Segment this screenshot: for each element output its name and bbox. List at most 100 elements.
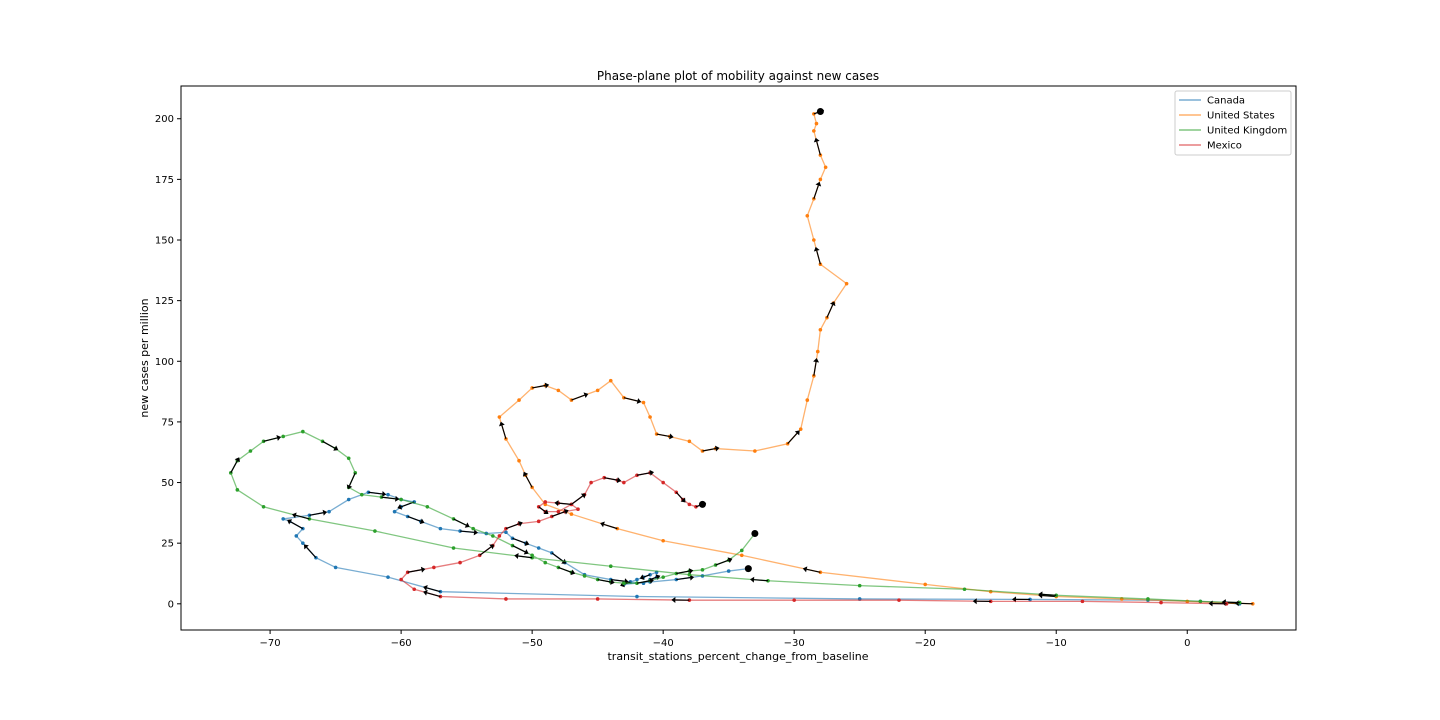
arrow-head (802, 566, 808, 573)
direction-arrow (597, 578, 611, 583)
arrow-head (473, 529, 479, 536)
direction-arrow (571, 495, 584, 505)
data-point (1198, 599, 1203, 604)
direction-arrow (636, 580, 651, 584)
direction-arrow (426, 592, 441, 598)
arrow-head (394, 495, 400, 502)
arrow-head (554, 500, 559, 507)
direction-arrow (610, 578, 625, 582)
series-united-kingdom (228, 429, 1242, 606)
data-point (792, 598, 796, 602)
x-tick-label: −30 (784, 638, 805, 649)
data-point (386, 492, 390, 497)
direction-arrow (538, 506, 546, 513)
arrow-head (688, 568, 694, 575)
legend-box (1174, 90, 1292, 156)
arrow-head (610, 579, 615, 585)
arrow-head (524, 540, 530, 546)
data-point (307, 517, 312, 521)
arrow-head (517, 520, 523, 527)
y-tick-label: 200 (155, 114, 174, 125)
arrow-head (420, 566, 426, 573)
data-point (641, 400, 646, 405)
direction-arrow (426, 587, 441, 593)
data-point (661, 538, 665, 543)
data-point (235, 488, 240, 492)
data-point (261, 439, 266, 444)
series-line (230, 430, 1240, 604)
data-point (818, 177, 823, 182)
arrow-head (815, 181, 822, 187)
y-tick-label: 100 (155, 357, 174, 368)
data-point (530, 553, 534, 558)
data-point (818, 327, 823, 332)
arrow-head (727, 557, 733, 563)
data-point (814, 121, 819, 126)
data-point (386, 575, 390, 579)
arrow-head (522, 471, 529, 477)
data-point (576, 507, 580, 512)
data-point (438, 526, 443, 531)
direction-arrow (551, 552, 564, 562)
data-point (608, 564, 613, 569)
data-point (281, 517, 285, 521)
arrow-head (489, 544, 495, 550)
arrow-head (972, 598, 977, 605)
data-point (497, 534, 502, 538)
arrow-head (680, 497, 686, 503)
direction-arrow (656, 433, 670, 438)
arrow-head (794, 430, 800, 436)
arrow-head (829, 301, 836, 307)
direction-arrow (558, 566, 572, 573)
series-mexico (399, 469, 1229, 607)
legend: Canada United States United Kingdom Mexico (1174, 90, 1292, 156)
direction-arrow (558, 502, 572, 505)
direction-arrow (512, 537, 526, 544)
data-point (360, 492, 364, 497)
arrow-head (1208, 600, 1213, 607)
data-point (805, 213, 810, 218)
legend-label: Mexico (1207, 141, 1242, 152)
y-tick-label: 0 (168, 599, 174, 610)
arrow-head (381, 490, 387, 497)
data-point (687, 572, 692, 577)
series-line (400, 472, 1227, 605)
direction-arrow (702, 447, 716, 452)
data-point (399, 497, 403, 502)
data-point (451, 546, 456, 550)
arrow-head (514, 553, 519, 559)
direction-arrow (501, 425, 507, 440)
arrow-head (544, 382, 550, 389)
direction-arrow (525, 474, 533, 488)
direction-arrow (676, 577, 691, 581)
data-point (648, 415, 652, 419)
data-point (595, 597, 600, 601)
data-point (635, 594, 639, 599)
data-point (857, 583, 862, 588)
data-point (517, 398, 521, 402)
x-tick-label: 0 (1184, 638, 1190, 649)
arrow-head (397, 503, 403, 510)
direction-arrow (368, 491, 383, 495)
data-point (818, 262, 823, 267)
direction-arrow (453, 518, 467, 526)
data-point (517, 458, 521, 463)
direction-arrow (787, 432, 798, 445)
legend-label: United States (1207, 111, 1275, 122)
end-marker (751, 529, 759, 537)
arrow-head (649, 577, 654, 584)
data-point (432, 565, 436, 570)
arrow-head (499, 421, 505, 427)
x-tick-label: −10 (1046, 638, 1067, 649)
arrow-head (287, 519, 293, 525)
data-point (608, 378, 613, 383)
direction-arrow (571, 394, 585, 401)
data-point (823, 165, 828, 170)
chart-title: Phase-plane plot of mobility against new… (597, 69, 879, 83)
direction-arrow (322, 440, 336, 449)
data-point (687, 439, 692, 444)
direction-arrow (675, 491, 684, 500)
data-point (687, 502, 692, 507)
arrow-head (322, 509, 328, 516)
direction-arrow (604, 477, 618, 481)
